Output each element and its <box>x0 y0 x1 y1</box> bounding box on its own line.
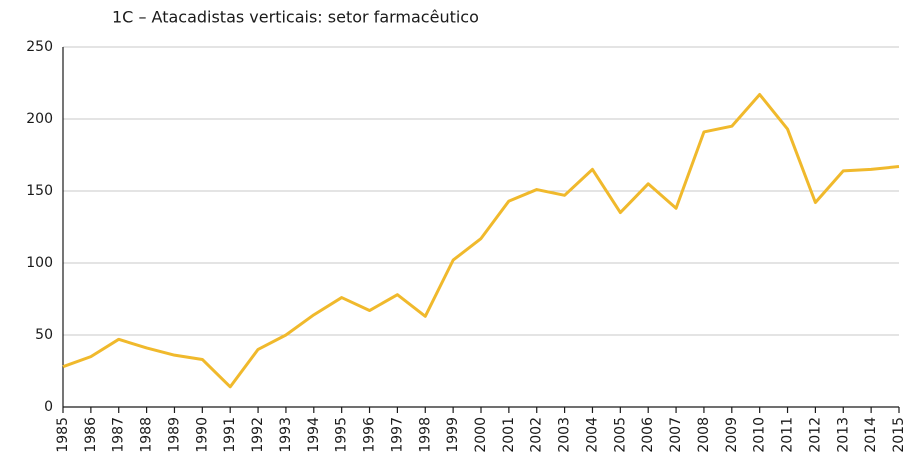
x-tick-label: 1990 <box>194 417 210 453</box>
x-tick-label: 2012 <box>807 417 823 453</box>
y-tick-label: 150 <box>26 183 53 199</box>
x-tick-label: 1992 <box>250 417 266 453</box>
x-tick-label: 2007 <box>668 417 684 453</box>
x-tick-label: 2015 <box>891 417 907 453</box>
x-tick-label: 1999 <box>445 417 461 453</box>
x-tick-label: 2006 <box>640 417 656 453</box>
y-tick-label: 250 <box>26 39 53 55</box>
x-tick-label: 2005 <box>612 417 628 453</box>
x-tick-label: 1985 <box>55 417 71 453</box>
x-tick-label: 2014 <box>863 417 879 453</box>
x-tick-label: 2009 <box>724 417 740 453</box>
x-tick-label: 1986 <box>83 417 99 453</box>
x-tick-label: 2008 <box>696 417 712 453</box>
y-tick-label: 200 <box>26 111 53 127</box>
x-tick-label: 1996 <box>362 417 378 453</box>
x-tick-label: 1988 <box>139 417 155 453</box>
x-tick-label: 1998 <box>417 417 433 453</box>
x-tick-label: 2011 <box>780 417 796 453</box>
y-tick-label: 0 <box>44 399 53 415</box>
y-tick-label: 50 <box>35 327 53 343</box>
x-tick-label: 2003 <box>557 417 573 453</box>
x-tick-label: 1989 <box>166 417 182 453</box>
x-tick-label: 1997 <box>389 417 405 453</box>
x-tick-label: 2001 <box>501 417 517 453</box>
x-tick-label: 1987 <box>111 417 127 453</box>
x-tick-label: 1993 <box>278 417 294 453</box>
x-tick-label: 2000 <box>473 417 489 453</box>
x-tick-label: 2013 <box>835 417 851 453</box>
x-tick-label: 1995 <box>334 417 350 453</box>
chart-title: 1C – Atacadistas verticais: setor farmac… <box>112 8 479 27</box>
x-tick-label: 2010 <box>752 417 768 453</box>
line-series <box>62 93 900 389</box>
x-tick-label: 1994 <box>306 417 322 453</box>
x-tick-label: 1991 <box>222 417 238 453</box>
y-tick-label: 100 <box>26 255 53 271</box>
x-tick-label: 2002 <box>529 417 545 453</box>
x-tick-label: 2004 <box>584 417 600 453</box>
